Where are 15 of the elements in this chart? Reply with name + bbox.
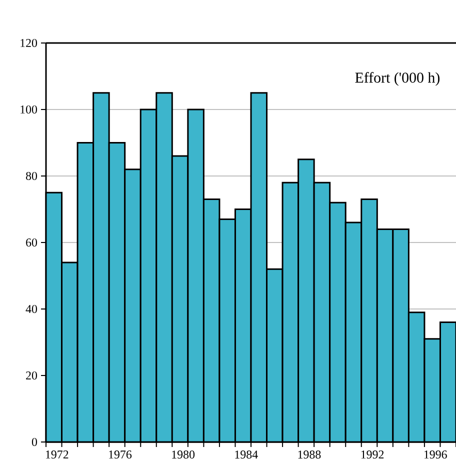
x-tick-label: 1980 <box>172 450 195 459</box>
y-tick-label: 120 <box>20 38 38 48</box>
y-tick-label: 60 <box>26 238 38 247</box>
x-tick-label: 1996 <box>424 450 447 459</box>
y-tick-label: 100 <box>20 105 38 114</box>
y-tick-label: 0 <box>32 438 38 446</box>
y-tick-label: 20 <box>26 371 38 380</box>
y-tick-label: 40 <box>26 304 38 314</box>
x-tick-label: 1984 <box>235 450 258 459</box>
x-tick-label: 1992 <box>361 450 384 459</box>
x-tick-label: 1972 <box>46 450 68 459</box>
y-tick-label: 80 <box>26 172 38 180</box>
x-tick-label: 1988 <box>298 450 321 459</box>
text: Effort ('000 h) <box>355 72 440 86</box>
x-tick-label: 1976 <box>109 450 132 459</box>
